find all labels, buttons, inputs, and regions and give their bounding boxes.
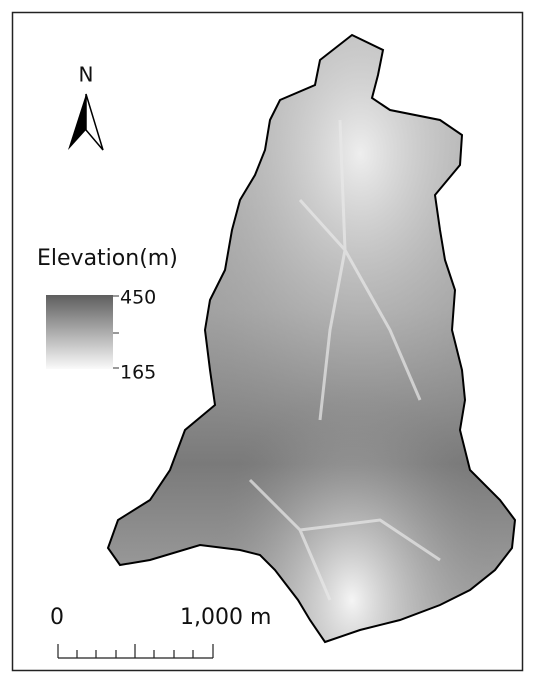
- legend-max: 450: [120, 287, 156, 309]
- north-label: N: [79, 63, 94, 87]
- map: N Elevation(m) 450 165 0 1,000 m: [0, 0, 535, 682]
- legend-ramp: [46, 295, 113, 369]
- scale-start: 0: [50, 605, 64, 630]
- page: N Elevation(m) 450 165 0 1,000 m (() => …: [0, 0, 535, 682]
- scale-end: 1,000 m: [180, 605, 271, 630]
- legend-min: 165: [120, 362, 156, 384]
- legend-title: Elevation(m): [37, 246, 178, 271]
